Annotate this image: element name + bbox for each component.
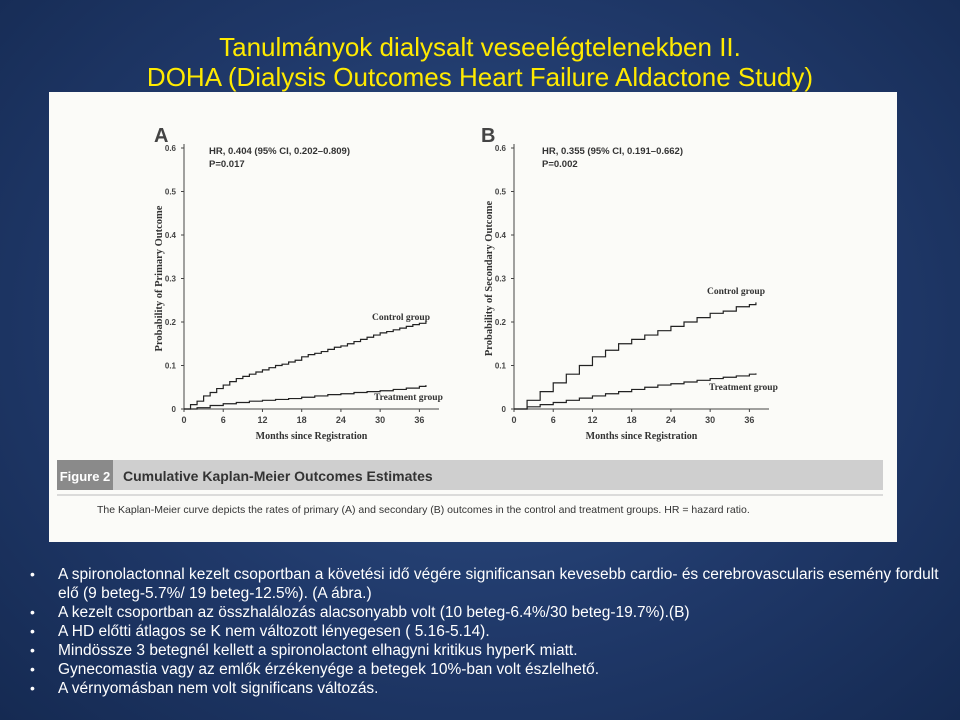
x-tick-label: 0: [181, 415, 186, 425]
bullet-dot: •: [30, 680, 35, 696]
y-tick-label: 0.6: [165, 144, 177, 153]
series-label: Treatment group: [709, 383, 778, 393]
y-tick-label: 0.2: [165, 318, 177, 327]
series-line-treatment: [514, 373, 757, 410]
hazard-ratio-text: HR, 0.404 (95% CI, 0.202–0.809): [209, 146, 350, 157]
y-tick-label: 0: [502, 405, 507, 414]
x-tick-label: 24: [666, 415, 676, 425]
bullet-dot: •: [30, 623, 35, 639]
x-tick-label: 0: [511, 415, 516, 425]
panel-label: B: [481, 125, 495, 147]
x-axis-title: Months since Registration: [586, 431, 698, 442]
series-line-control: [514, 302, 757, 410]
y-tick-label: 0.4: [495, 231, 507, 240]
bullet-text: A vérnyomásban nem volt significans vált…: [58, 680, 379, 697]
y-tick-label: 0.4: [165, 231, 177, 240]
series-label: Treatment group: [374, 393, 443, 403]
series-label: Control group: [707, 287, 765, 297]
slide-title-line1: Tanulmányok dialysalt veseelégtelenekben…: [219, 32, 741, 62]
p-value-text: P=0.017: [209, 159, 245, 170]
bullet-dot: •: [30, 642, 35, 658]
bullet-list: • A spironolactonnal kezelt csoportban a …: [30, 565, 950, 698]
bullet-item: • Mindössze 3 betegnél kellett a spironol…: [30, 641, 950, 660]
caption-text: The Kaplan-Meier curve depicts the rates…: [97, 504, 750, 516]
series-label: Control group: [372, 313, 430, 323]
x-tick-label: 6: [221, 415, 226, 425]
bullet-item: • Gynecomastia vagy az emlők érzékenyége …: [30, 660, 950, 679]
bullet-dot: •: [30, 604, 35, 620]
x-axis-title: Months since Registration: [256, 431, 368, 442]
caption-band: [57, 460, 883, 490]
y-tick-label: 0.6: [495, 144, 507, 153]
series-line-control: [184, 322, 427, 410]
panel-b: B HR, 0.355 (95% CI, 0.191–0.662) P=0.002 0…: [481, 125, 778, 442]
bullet-text: Mindössze 3 betegnél kellett a spironola…: [58, 642, 578, 659]
y-tick-label: 0.5: [495, 188, 507, 197]
bullet-dot: •: [30, 566, 35, 582]
x-tick-label: 30: [705, 415, 715, 425]
hazard-ratio-text: HR, 0.355 (95% CI, 0.191–0.662): [542, 146, 683, 157]
panel-a: A HR, 0.404 (95% CI, 0.202–0.809) P=0.017 0…: [154, 125, 443, 442]
y-tick-label: 0.1: [495, 362, 507, 371]
caption-figure-box: [57, 460, 113, 490]
series-line-treatment: [184, 385, 427, 410]
x-tick-label: 24: [336, 415, 346, 425]
y-tick-label: 0: [172, 405, 177, 414]
bullet-item: • A vérnyomásban nem volt significans vál…: [30, 679, 950, 698]
bullet-item: • A kezelt csoportban az összhalálozás al…: [30, 603, 950, 622]
y-tick-label: 0.3: [165, 275, 177, 284]
x-tick-label: 18: [297, 415, 307, 425]
y-tick-label: 0.1: [165, 362, 177, 371]
y-axis-title: Probability of Secondary Outcome: [484, 201, 495, 357]
bullet-dot: •: [30, 661, 35, 677]
x-tick-label: 36: [414, 415, 424, 425]
bullet-text: Gynecomastia vagy az emlők érzékenyége a…: [58, 661, 600, 678]
x-tick-label: 12: [587, 415, 597, 425]
caption-heading: Cumulative Kaplan-Meier Outcomes Estimat…: [123, 468, 433, 484]
x-tick-label: 36: [744, 415, 754, 425]
slide-title-line2: DOHA (Dialysis Outcomes Heart Failure Al…: [146, 62, 814, 92]
y-tick-label: 0.2: [495, 318, 507, 327]
y-axis-title: Probability of Primary Outcome: [154, 205, 165, 351]
x-tick-label: 18: [627, 415, 637, 425]
km-chart-svg: A HR, 0.404 (95% CI, 0.202–0.809) P=0.017 0…: [49, 92, 897, 542]
x-tick-label: 6: [551, 415, 556, 425]
bullet-item: • A HD előtti átlagos se K nem változott …: [30, 622, 950, 641]
p-value-text: P=0.002: [542, 159, 578, 170]
panel-label: A: [154, 125, 168, 147]
bullet-item: • A spironolactonnal kezelt csoportban a …: [30, 565, 950, 603]
y-tick-label: 0.5: [165, 188, 177, 197]
bullet-text: A spironolactonnal kezelt csoportban a k…: [58, 566, 939, 602]
figure-image: A HR, 0.404 (95% CI, 0.202–0.809) P=0.017 0…: [49, 92, 897, 542]
bullet-text: A kezelt csoportban az összhalálozás ala…: [58, 604, 690, 621]
y-tick-label: 0.3: [495, 275, 507, 284]
caption-figure-label: Figure 2: [60, 469, 111, 484]
x-tick-label: 30: [375, 415, 385, 425]
x-tick-label: 12: [257, 415, 267, 425]
bullet-text: A HD előtti átlagos se K nem változott l…: [58, 623, 490, 640]
